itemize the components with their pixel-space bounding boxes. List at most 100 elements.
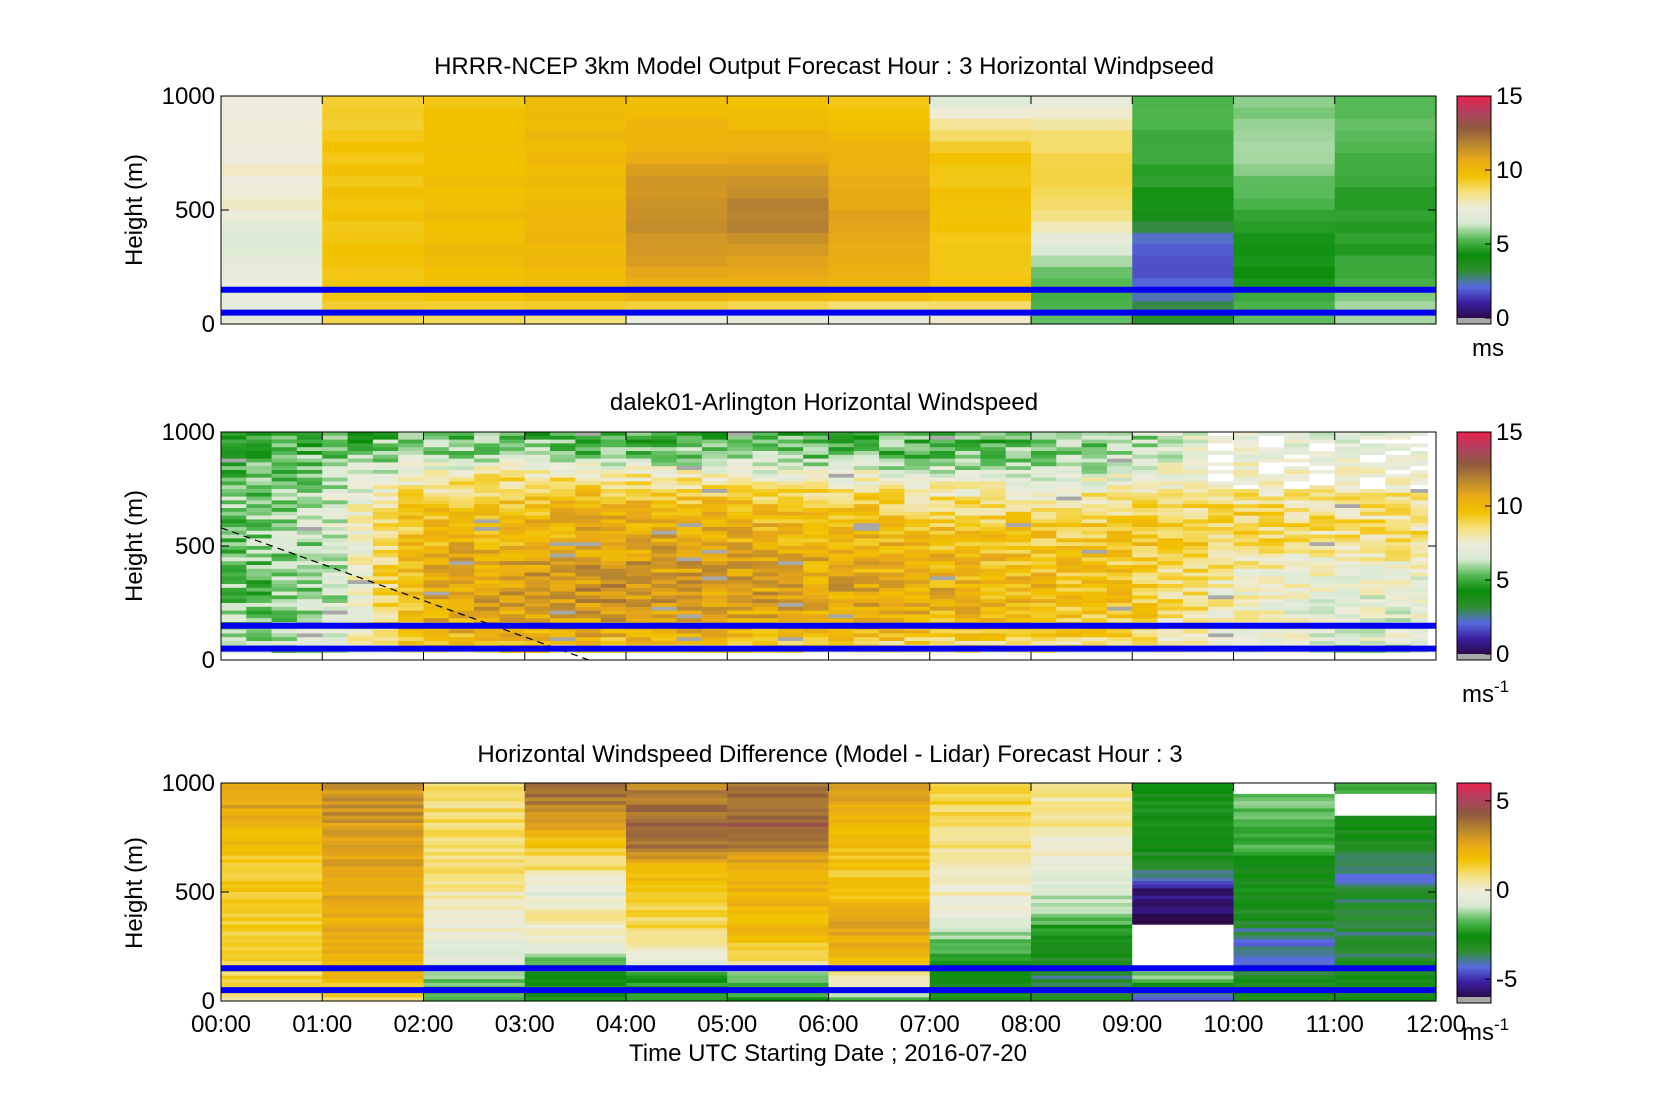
heatmap-cell	[1309, 595, 1336, 600]
heatmap-cell	[524, 902, 627, 908]
heatmap-cell	[1031, 557, 1057, 562]
heatmap-cell	[1132, 935, 1235, 940]
heatmap-cell	[1208, 561, 1235, 566]
heatmap-cell	[1334, 815, 1437, 820]
heatmap-cell	[777, 473, 804, 479]
heatmap-cell	[221, 939, 323, 944]
heatmap-cell	[423, 950, 526, 955]
heatmap-cell	[727, 614, 754, 619]
heatmap-cell	[904, 614, 931, 619]
heatmap-cell	[600, 561, 627, 566]
heatmap-cell	[853, 473, 880, 479]
heatmap-cell	[626, 466, 652, 471]
heatmap-cell	[1284, 527, 1311, 532]
heatmap-cell	[1385, 470, 1412, 475]
heatmap-cell	[1233, 538, 1260, 543]
colorbar-segment	[1457, 583, 1491, 587]
heatmap-cell	[1360, 603, 1386, 608]
heatmap-cell	[499, 618, 526, 623]
heatmap-cell	[752, 470, 779, 475]
heatmap-cell	[1233, 957, 1336, 962]
colorbar-segment	[1457, 539, 1491, 542]
heatmap-cell	[1182, 439, 1209, 444]
heatmap-cell	[1208, 546, 1235, 551]
heatmap-cell	[727, 576, 754, 581]
heatmap-cell	[1410, 462, 1429, 467]
heatmap-cell	[221, 175, 323, 188]
heatmap-cell	[803, 485, 830, 490]
heatmap-cell	[1233, 910, 1336, 915]
heatmap-cell	[221, 606, 247, 612]
heatmap-cell	[1106, 610, 1133, 615]
heatmap-cell	[372, 451, 399, 456]
heatmap-cell	[701, 610, 728, 615]
heatmap-cell	[1233, 107, 1336, 120]
heatmap-cell	[1284, 576, 1311, 581]
heatmap-cell	[1334, 837, 1437, 842]
heatmap-cell	[929, 523, 956, 528]
colorbar-segment	[1457, 788, 1491, 791]
heatmap-cell	[550, 614, 576, 619]
heatmap-cell	[1360, 523, 1386, 528]
heatmap-cell	[1334, 895, 1437, 900]
heatmap-cell	[727, 565, 754, 570]
heatmap-cell	[423, 797, 526, 802]
heatmap-cell	[524, 928, 627, 933]
heatmap-cell	[1284, 519, 1311, 524]
heatmap-cell	[474, 504, 501, 509]
heatmap-cell	[980, 451, 1007, 456]
heatmap-cell	[1360, 553, 1386, 558]
heatmap-cell	[296, 500, 323, 505]
colorbar-segment	[1457, 587, 1491, 590]
heatmap-cell	[1385, 557, 1412, 562]
heatmap-cell	[524, 910, 627, 915]
heatmap-cell	[246, 481, 273, 486]
heatmap-cell	[1182, 451, 1209, 456]
heatmap-cell	[550, 485, 576, 490]
heatmap-cell	[1031, 830, 1133, 835]
heatmap-cell	[1410, 432, 1429, 437]
heatmap-cell	[626, 485, 652, 490]
colorbar-segment	[1457, 897, 1491, 900]
heatmap-cell	[1309, 591, 1336, 596]
heatmap-cell	[296, 447, 323, 452]
heatmap-cell	[955, 599, 981, 604]
heatmap-cell	[980, 568, 1007, 574]
heatmap-cell	[929, 576, 956, 581]
heatmap-cell	[980, 565, 1007, 570]
heatmap-cell	[1106, 565, 1133, 570]
colorbar-segment	[1457, 531, 1491, 535]
heatmap-cell	[1132, 603, 1159, 608]
heatmap-cell	[828, 221, 931, 234]
heatmap-cell	[1284, 610, 1311, 615]
heatmap-cell	[322, 826, 425, 831]
heatmap-cell	[372, 641, 399, 646]
heatmap-cell	[423, 542, 450, 547]
heatmap-cell	[626, 957, 728, 962]
heatmap-cell	[1132, 797, 1235, 802]
colorbar-segment	[1457, 472, 1491, 476]
heatmap-cell	[296, 481, 323, 486]
heatmap-cell	[1031, 542, 1057, 547]
heatmap-cell	[322, 508, 349, 513]
heatmap-cell	[904, 591, 931, 596]
heatmap-cell	[1284, 629, 1311, 634]
heatmap-cell	[1031, 971, 1133, 977]
heatmap-cell	[1410, 610, 1429, 615]
heatmap-cell	[929, 164, 1032, 177]
heatmap-cell	[1132, 629, 1159, 634]
heatmap-cell	[929, 870, 1032, 875]
heatmap-cell	[474, 633, 501, 638]
heatmap-cell	[727, 96, 830, 108]
heatmap-cell	[1031, 804, 1133, 810]
heatmap-cell	[955, 561, 981, 566]
heatmap-cell	[1106, 435, 1133, 441]
heatmap-cell	[423, 931, 526, 937]
heatmap-cell	[1132, 801, 1235, 806]
heatmap-cell	[752, 546, 779, 551]
heatmap-cell	[221, 568, 247, 574]
colorbar-segment	[1457, 820, 1491, 823]
heatmap-cell	[347, 595, 374, 600]
heatmap-cell	[1208, 489, 1235, 494]
heatmap-cell	[904, 580, 931, 585]
